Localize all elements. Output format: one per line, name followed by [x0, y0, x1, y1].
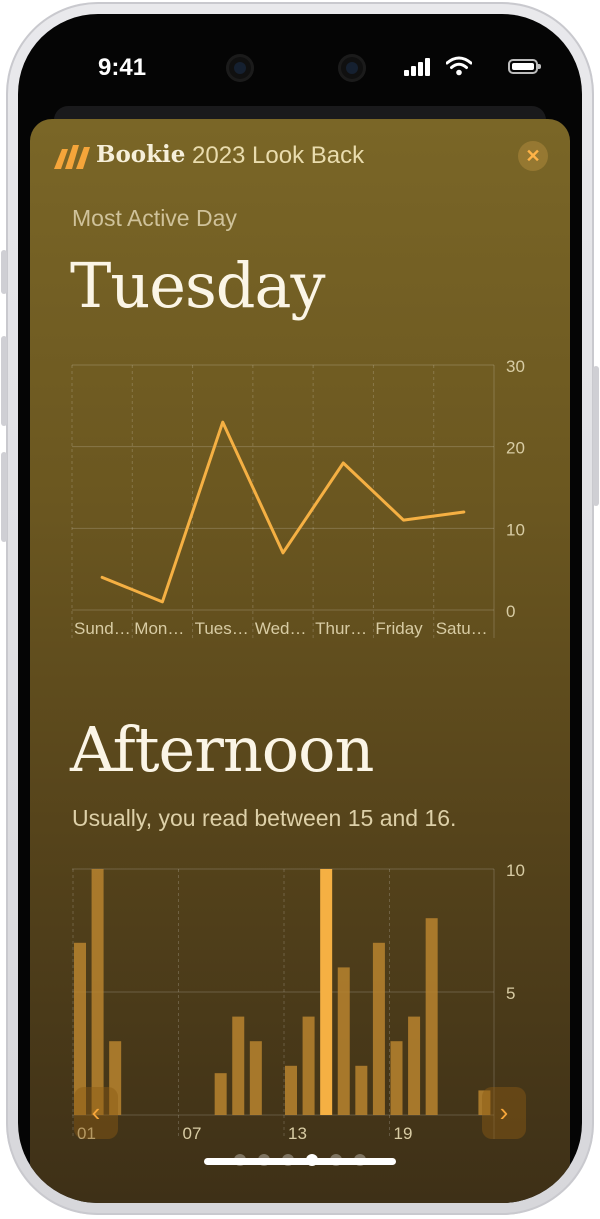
bar-chart-bar [232, 1016, 245, 1115]
cellular-signal-icon [404, 58, 430, 76]
line-chart-x-tick-label: Satu… [436, 619, 488, 638]
status-bar: 9:41 [18, 14, 582, 114]
bar-chart-x-tick-label: 07 [183, 1124, 202, 1143]
bar-chart-bar [91, 869, 104, 1115]
wifi-icon [446, 56, 472, 76]
bar-chart-bar [285, 1065, 297, 1115]
next-button[interactable]: › [482, 1087, 526, 1139]
close-icon: ✕ [525, 146, 541, 166]
battery-icon [508, 59, 541, 74]
side-button-volume-down [1, 452, 7, 542]
bar-chart-bar [249, 1041, 262, 1115]
hour-bar-chart: 5 10 01 07 13 19 [30, 119, 570, 1203]
chevron-left-icon: ‹ [91, 1097, 101, 1127]
screen: 9:41 Bookie 2 [18, 14, 582, 1203]
reading-time-title: Afternoon [70, 713, 374, 786]
line-chart-x-tick-label: Sund… [74, 619, 131, 638]
look-back-sheet: Bookie 2023 Look Back ✕ Most Active Day … [30, 119, 570, 1203]
hour-bar-chart-svg: 5 10 01 07 13 19 [72, 861, 525, 1143]
front-camera-icon [226, 54, 254, 82]
bar-chart-bar [390, 1041, 403, 1115]
line-chart-x-tick-label: Friday [375, 619, 423, 638]
chevron-right-icon: › [499, 1097, 509, 1127]
day-line-chart: 0 10 20 30 Sund… Mon… Tues… Wed… Thur… Friday Satu… [30, 119, 570, 639]
bar-chart-bar [214, 1073, 227, 1115]
bar-chart-bar [355, 1065, 368, 1115]
bar-chart-y-tick-label: 5 [506, 984, 515, 1003]
bar-chart-bar [337, 967, 350, 1115]
line-chart-x-tick-label: Wed… [255, 619, 307, 638]
line-chart-x-tick-label: Mon… [134, 619, 184, 638]
bar-chart-x-tick-label: 13 [288, 1124, 307, 1143]
most-active-day-title: Tuesday [70, 249, 325, 322]
bar-chart-bar [425, 918, 438, 1115]
header-subtitle: 2023 Look Back [192, 142, 365, 169]
line-chart-x-tick-label: Thur… [315, 619, 367, 638]
app-name: Bookie [96, 141, 186, 168]
side-button-volume-up [1, 336, 7, 426]
reading-time-subtitle: Usually, you read between 15 and 16. [72, 805, 457, 831]
bar-chart-bar [408, 1016, 421, 1115]
side-button-power [593, 366, 599, 506]
line-chart-y-tick-label: 20 [506, 439, 525, 458]
bar-chart-bar [74, 942, 86, 1115]
bar-chart-bar [320, 869, 333, 1115]
day-line-chart-svg: 0 10 20 30 Sund… Mon… Tues… Wed… Thur… Friday Satu… [71, 357, 525, 638]
bar-chart-bar [372, 942, 385, 1115]
bar-chart-bar [302, 1016, 315, 1115]
close-button[interactable]: ✕ [518, 141, 548, 171]
side-button-action [1, 250, 7, 294]
previous-button[interactable]: ‹ [74, 1087, 118, 1139]
line-chart-y-tick-label: 30 [506, 357, 525, 376]
line-chart-x-tick-label: Tues… [195, 619, 249, 638]
line-chart-y-tick-label: 10 [506, 520, 525, 539]
bookie-logo-icon [54, 145, 90, 169]
line-chart-y-tick-label: 0 [506, 602, 515, 621]
bar-chart-x-tick-label: 01 [77, 1124, 96, 1143]
bar-chart-bar [478, 1090, 491, 1115]
bar-chart-x-tick-label: 19 [394, 1124, 413, 1143]
section-label: Most Active Day [72, 205, 237, 231]
sensor-icon [338, 54, 366, 82]
bar-chart-bar [109, 1041, 122, 1115]
bar-chart-y-tick-label: 10 [506, 861, 525, 880]
home-indicator[interactable] [204, 1158, 396, 1165]
status-time: 9:41 [98, 54, 147, 81]
